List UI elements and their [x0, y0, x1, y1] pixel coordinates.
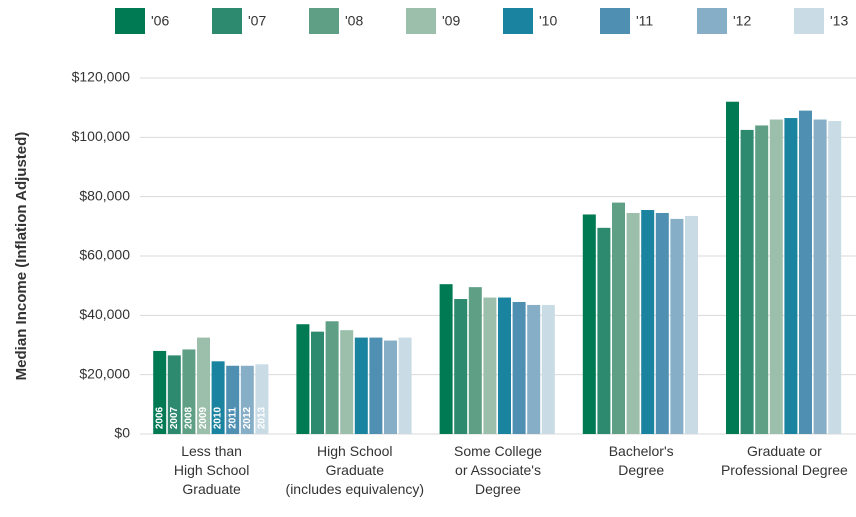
y-tick-label: $120,000: [72, 69, 131, 85]
y-tick-label: $100,000: [72, 128, 131, 144]
x-tick-label: Less than High School Graduate: [173, 443, 250, 497]
legend-label: '07: [248, 13, 266, 29]
bar: [226, 365, 240, 434]
x-tick-label: Graduate or Professional Degree: [720, 443, 848, 478]
legend-label: '06: [151, 13, 169, 29]
bar: [740, 129, 754, 434]
bar-label: 2006: [154, 406, 165, 429]
bar-label: 2013: [257, 406, 268, 429]
bar: [325, 321, 339, 434]
legend-swatch: [115, 8, 145, 34]
bar: [670, 218, 684, 434]
bar: [828, 121, 842, 435]
legend-label: '10: [539, 13, 557, 29]
bar-label: 2009: [198, 406, 209, 429]
bar: [354, 337, 368, 434]
y-tick-label: $60,000: [79, 247, 130, 263]
y-tick-label: $80,000: [79, 187, 130, 203]
y-axis-title: Median Income (Inflation Adjusted): [13, 132, 30, 381]
bar: [626, 212, 640, 434]
y-tick-label: $40,000: [79, 306, 130, 322]
y-tick-label: $20,000: [79, 365, 130, 381]
bar: [726, 101, 739, 434]
legend-swatch: [600, 8, 630, 34]
legend-swatch: [212, 8, 242, 34]
legend-label: '12: [733, 13, 751, 29]
bar: [483, 297, 497, 434]
bar: [813, 119, 827, 435]
bar: [612, 202, 625, 434]
bar: [498, 297, 511, 434]
bar: [655, 212, 669, 434]
bar: [454, 299, 468, 434]
bar: [527, 304, 541, 434]
legend-label: '13: [830, 13, 848, 29]
legend-swatch: [406, 8, 436, 34]
bar: [240, 365, 254, 434]
bar: [755, 125, 769, 434]
bar: [369, 337, 383, 434]
bar-label: 2010: [213, 406, 224, 429]
bar: [799, 110, 812, 434]
legend-swatch: [503, 8, 533, 34]
bar: [784, 118, 798, 435]
bar-label: 2008: [184, 406, 195, 429]
bar: [255, 364, 269, 434]
bar: [512, 301, 526, 434]
legend-label: '09: [442, 13, 460, 29]
bar: [384, 340, 397, 434]
bar: [153, 350, 167, 434]
bar: [685, 215, 698, 434]
bar-label: 2012: [242, 406, 253, 429]
legend-swatch: [697, 8, 727, 34]
bar-label: 2007: [169, 406, 180, 429]
x-tick-label: High School Graduate (includes equivalen…: [285, 443, 425, 497]
bar: [582, 214, 596, 434]
bar: [182, 349, 196, 434]
y-tick-label: $0: [114, 425, 130, 441]
bar-label: 2011: [227, 407, 238, 429]
bar: [211, 361, 225, 434]
bar: [769, 119, 783, 435]
bar: [541, 304, 555, 434]
legend-swatch: [794, 8, 824, 34]
bar: [167, 355, 181, 434]
legend-label: '08: [345, 13, 363, 29]
legend-swatch: [309, 8, 339, 34]
bar: [296, 324, 310, 434]
bar: [641, 210, 655, 434]
x-tick-label: Some College or Associate's Degree: [454, 443, 542, 497]
x-tick-label: Bachelor's Degree: [608, 443, 674, 478]
bar: [340, 330, 354, 434]
legend-label: '11: [636, 13, 653, 29]
bar: [439, 284, 453, 434]
bar: [197, 337, 210, 434]
bar: [468, 287, 482, 434]
bar: [597, 227, 611, 434]
bar: [398, 337, 412, 434]
bar: [311, 331, 324, 434]
